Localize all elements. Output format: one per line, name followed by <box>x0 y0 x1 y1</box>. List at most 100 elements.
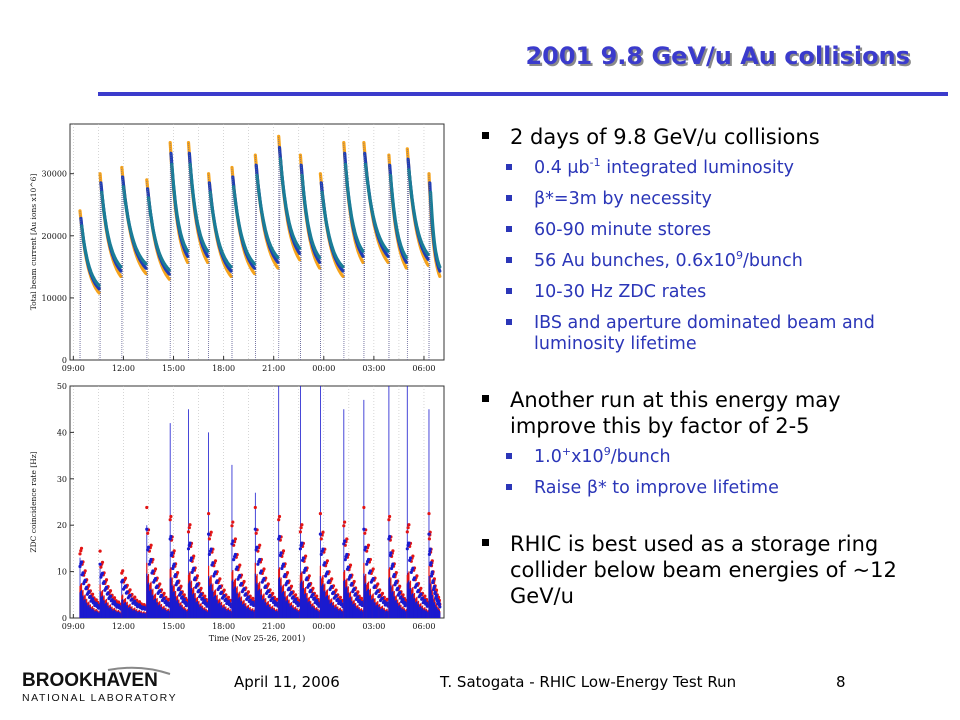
rate-point <box>166 597 171 601</box>
rate-point <box>91 597 95 601</box>
rate-point <box>159 593 164 597</box>
injection-line <box>79 218 82 361</box>
rate-point <box>168 537 172 541</box>
rate-point <box>189 558 193 562</box>
text: 56 Au bunches, 0.6x10 <box>534 251 736 271</box>
rate-point <box>359 596 364 600</box>
rate-point <box>285 571 290 575</box>
rate-point <box>98 549 102 553</box>
rate-point <box>340 602 344 606</box>
y-tick-label: 20 <box>57 521 67 530</box>
rate-point <box>295 600 299 604</box>
series-line <box>278 157 302 250</box>
x-tick-label: 12:00 <box>112 622 135 631</box>
y-tick-label: 40 <box>57 428 67 437</box>
bullet-marker <box>506 453 512 459</box>
x-tick-label: 15:00 <box>162 622 185 631</box>
series-line <box>170 162 190 253</box>
y-tick-label: 10 <box>57 568 67 577</box>
text: /bunch <box>742 251 803 271</box>
rate-point <box>390 566 394 571</box>
rate-point <box>277 537 281 541</box>
y-tick-label: 0 <box>62 356 67 365</box>
rate-point <box>365 562 369 566</box>
rate-point <box>91 592 95 596</box>
rate-point <box>388 534 392 539</box>
rate-point <box>199 592 203 596</box>
rate-point <box>396 586 400 590</box>
rate-point <box>146 545 151 549</box>
rate-point <box>179 584 183 588</box>
rate-point <box>298 547 302 551</box>
rate-point <box>394 571 398 575</box>
rate-point <box>298 530 302 534</box>
bullet-marker <box>482 395 489 402</box>
bullet-marker <box>506 257 512 263</box>
text: 60-90 minute stores <box>534 220 712 240</box>
rate-point <box>133 599 137 603</box>
rate-point <box>348 563 353 567</box>
rate-point <box>385 597 389 601</box>
rate-point <box>280 566 284 571</box>
y-tick-label: 10000 <box>42 294 67 303</box>
footer-date: April 11, 2006 <box>234 673 340 691</box>
rate-point <box>246 595 250 599</box>
rate-point <box>419 592 423 596</box>
rate-point <box>146 531 150 535</box>
rate-point <box>228 602 232 606</box>
rate-point <box>399 595 403 599</box>
rate-point <box>405 530 409 534</box>
rate-point <box>172 549 176 553</box>
rate-point <box>315 598 319 602</box>
rate-point <box>251 600 255 604</box>
rate-point <box>373 584 377 588</box>
brookhaven-logo: BROOKHAVEN NATIONAL LABORATORY <box>22 666 176 704</box>
rate-point <box>352 587 356 591</box>
rate-point <box>169 553 174 557</box>
rate-point <box>334 594 338 598</box>
superscript: + <box>561 445 572 459</box>
rate-point <box>232 558 236 562</box>
rate-point <box>330 577 334 581</box>
rate-point <box>342 542 346 546</box>
subbullet-beta: β*=3m by necessity <box>506 189 922 210</box>
rate-point <box>231 539 235 543</box>
rate-point <box>85 585 89 589</box>
rate-point <box>98 562 102 566</box>
rate-point <box>100 571 105 575</box>
rate-point <box>348 573 353 578</box>
rate-point <box>359 600 364 604</box>
rate-point <box>380 591 385 595</box>
rate-point <box>226 595 231 599</box>
superscript: -1 <box>589 156 601 170</box>
series-line <box>429 190 442 269</box>
rate-point <box>325 559 329 563</box>
rate-point <box>239 581 244 586</box>
rate-point <box>279 551 283 555</box>
rate-point <box>182 597 186 601</box>
rate-point <box>345 552 349 557</box>
rate-point <box>300 541 304 545</box>
rate-point <box>289 590 294 595</box>
rate-point <box>334 588 338 592</box>
rate-point <box>177 586 181 590</box>
injection-line <box>188 164 191 361</box>
rate-point <box>149 557 153 562</box>
series-line <box>188 162 210 253</box>
x-tick-label: 12:00 <box>112 364 135 373</box>
x-tick-label: 21:00 <box>262 622 285 631</box>
rate-point <box>130 597 134 601</box>
rate-point <box>371 567 375 571</box>
rate-point <box>407 523 411 527</box>
rate-point <box>392 573 396 577</box>
rate-point <box>171 566 175 571</box>
rate-point <box>411 566 415 570</box>
rate-point <box>106 591 110 595</box>
subbullet-raise-beta: Raise β* to improve lifetime <box>506 478 922 499</box>
rate-point <box>330 584 334 589</box>
rate-point <box>128 588 132 592</box>
rate-point <box>427 532 431 536</box>
rate-point <box>294 593 298 597</box>
rate-point <box>224 597 228 601</box>
injection-line <box>320 182 322 361</box>
